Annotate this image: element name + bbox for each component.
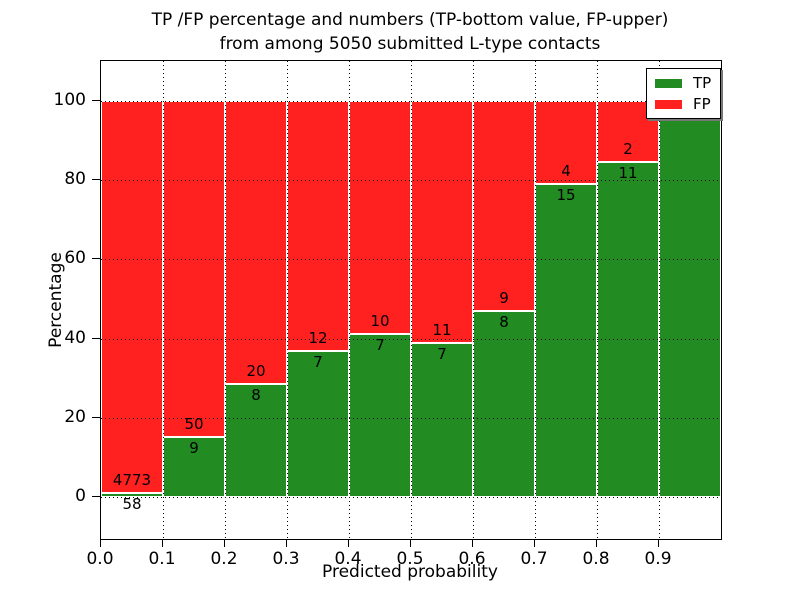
y-tick-label: 60: [64, 248, 86, 269]
x-tick: [100, 540, 101, 547]
x-tick-label: 0.5: [396, 549, 424, 569]
bar-tp-segment: [163, 436, 225, 498]
bar-fp-segment: [287, 100, 349, 352]
x-tick: [348, 540, 349, 547]
bar-tp-segment: [411, 343, 473, 498]
x-tick-label: 0.8: [582, 549, 610, 569]
x-tick: [534, 540, 535, 547]
bar-fp-segment: [163, 100, 225, 437]
bar-tp-segment: [473, 310, 535, 498]
y-tick: [92, 99, 100, 101]
y-tick-label: 80: [64, 169, 86, 189]
y-tick: [92, 179, 100, 180]
bar-tp-segment: [535, 184, 597, 498]
y-tick-label: 0: [75, 486, 86, 507]
bar-tp-segment: [101, 492, 163, 498]
x-axis-label: Predicted probability: [322, 562, 498, 582]
x-tick: [472, 540, 473, 547]
bars-layer: [101, 61, 721, 539]
plot-area: 4773585092081271071179841521129 TP FP: [100, 60, 722, 540]
bar-tp-segment: [597, 161, 659, 498]
y-tick-label: 20: [64, 407, 86, 427]
x-tick-label: 0.1: [148, 549, 176, 569]
y-tick: [92, 417, 100, 418]
legend-item-tp: TP: [655, 75, 711, 91]
chart-title: TP /FP percentage and numbers (TP-bottom…: [100, 8, 720, 56]
x-tick: [162, 540, 163, 547]
bar-tp-segment: [659, 100, 721, 498]
tp-color-swatch: [655, 78, 682, 88]
y-tick: [92, 337, 100, 339]
chart-title-line2: from among 5050 submitted L-type contact…: [219, 34, 601, 54]
bar-fp-segment: [411, 100, 473, 344]
bar-tp-segment: [225, 384, 287, 498]
x-tick: [596, 540, 597, 547]
bar-fp-segment: [225, 100, 287, 384]
x-tick-label: 0.9: [644, 549, 672, 569]
bar-fp-segment: [101, 100, 163, 493]
legend-label-tp: TP: [693, 74, 712, 92]
x-tick: [410, 540, 411, 547]
x-tick-label: 0.0: [86, 549, 114, 569]
bar-tp-segment: [287, 351, 349, 498]
fp-color-swatch: [655, 99, 682, 109]
bar-tp-segment: [349, 334, 411, 498]
bar-fp-segment: [473, 100, 535, 311]
x-tick-label: 0.7: [520, 549, 548, 569]
legend-label-fp: FP: [693, 95, 711, 113]
legend-item-fp: FP: [655, 96, 711, 112]
x-tick-label: 0.6: [458, 549, 486, 569]
y-tick-label: 100: [53, 89, 86, 110]
y-tick: [92, 496, 100, 498]
x-tick: [658, 540, 659, 547]
bar-fp-segment: [349, 100, 411, 334]
legend: TP FP: [646, 68, 722, 119]
x-tick-label: 0.3: [272, 549, 300, 569]
bar-fp-segment: [535, 100, 597, 185]
y-tick: [92, 258, 100, 260]
chart-title-line1: TP /FP percentage and numbers (TP-bottom…: [151, 10, 669, 30]
x-tick: [286, 540, 287, 547]
x-tick-label: 0.2: [210, 549, 238, 569]
x-tick: [224, 540, 225, 547]
x-tick-label: 0.4: [334, 549, 362, 569]
y-tick-label: 40: [64, 327, 86, 348]
